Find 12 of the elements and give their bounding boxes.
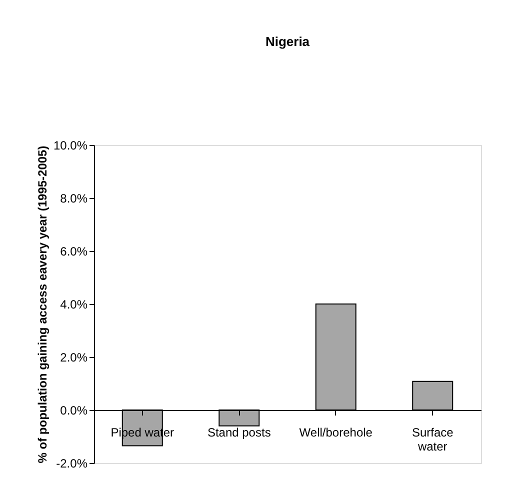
y-tick-label: 2.0% bbox=[60, 350, 88, 364]
x-tick-label: Stand posts bbox=[207, 426, 271, 440]
x-tick-label: Well/borehole bbox=[299, 426, 373, 440]
y-tick-label: -2.0% bbox=[56, 456, 88, 470]
chart-title: Nigeria bbox=[265, 34, 310, 49]
y-axis-title: % of population gaining access eavery year (1995-2005) bbox=[35, 146, 50, 464]
y-tick-label: 6.0% bbox=[60, 244, 88, 258]
y-tick-label: 10.0% bbox=[53, 138, 88, 152]
x-tick-label: Surface water bbox=[412, 426, 454, 454]
y-tick-label: 0.0% bbox=[60, 404, 88, 418]
y-tick-label: 4.0% bbox=[60, 298, 88, 312]
y-tick-label: 8.0% bbox=[60, 192, 88, 206]
